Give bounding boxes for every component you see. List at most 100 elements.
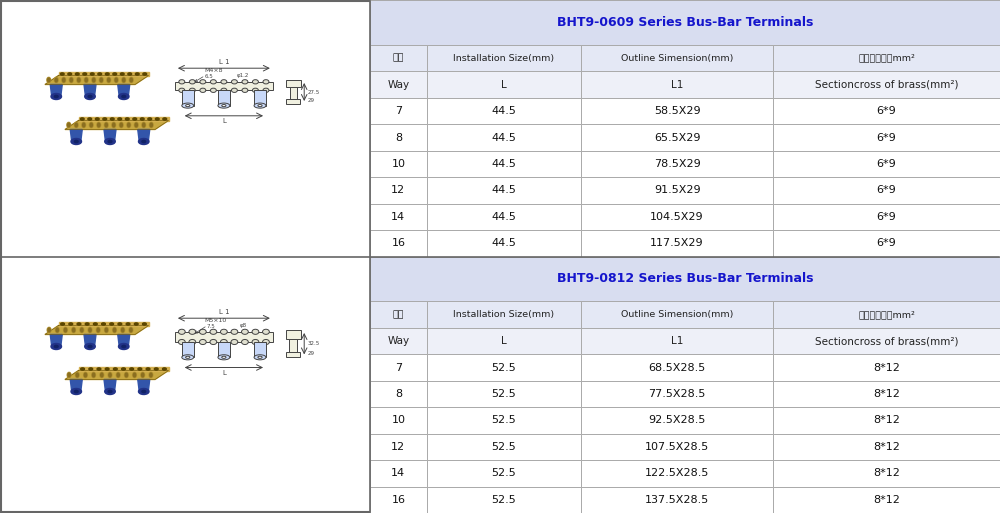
Text: 32.5: 32.5: [308, 341, 320, 346]
Text: 8*12: 8*12: [873, 468, 900, 478]
Ellipse shape: [81, 328, 83, 332]
Bar: [370, 124, 427, 151]
Bar: [773, 381, 1000, 407]
Text: Sectioncross of brass(mm²): Sectioncross of brass(mm²): [815, 80, 958, 90]
Ellipse shape: [122, 328, 124, 332]
Polygon shape: [50, 334, 62, 346]
Polygon shape: [70, 380, 82, 391]
Ellipse shape: [113, 327, 116, 332]
Ellipse shape: [84, 77, 88, 83]
Bar: [773, 151, 1000, 177]
Text: 6*9: 6*9: [877, 159, 896, 169]
Ellipse shape: [64, 328, 67, 332]
Ellipse shape: [68, 73, 72, 75]
Ellipse shape: [99, 77, 103, 83]
Ellipse shape: [107, 77, 111, 83]
Text: 8: 8: [395, 132, 402, 143]
Ellipse shape: [138, 139, 149, 145]
Bar: [427, 486, 581, 513]
Ellipse shape: [75, 123, 77, 127]
Text: 52.5: 52.5: [492, 363, 516, 372]
Ellipse shape: [178, 329, 185, 334]
Bar: [427, 328, 581, 354]
Polygon shape: [138, 129, 150, 142]
Ellipse shape: [84, 372, 87, 378]
Ellipse shape: [146, 368, 150, 370]
Ellipse shape: [218, 355, 230, 360]
Ellipse shape: [222, 105, 226, 107]
Ellipse shape: [200, 80, 206, 84]
Ellipse shape: [95, 118, 99, 120]
Text: 12: 12: [391, 185, 405, 195]
Ellipse shape: [119, 123, 123, 128]
Bar: [427, 433, 581, 460]
Ellipse shape: [134, 323, 138, 325]
Ellipse shape: [221, 80, 227, 84]
Ellipse shape: [108, 390, 112, 392]
Text: BHT9-0812 Series Bus-Bar Terminals: BHT9-0812 Series Bus-Bar Terminals: [557, 272, 813, 285]
Ellipse shape: [72, 327, 76, 332]
Bar: [286, 80, 301, 87]
Ellipse shape: [189, 88, 195, 92]
Ellipse shape: [142, 373, 144, 377]
Text: 58.5X29: 58.5X29: [654, 106, 700, 116]
Bar: [427, 302, 581, 328]
Ellipse shape: [56, 328, 58, 332]
Ellipse shape: [142, 141, 146, 143]
Text: 10: 10: [391, 159, 405, 169]
Polygon shape: [118, 334, 130, 346]
Ellipse shape: [51, 93, 62, 100]
Ellipse shape: [231, 329, 238, 334]
Ellipse shape: [134, 123, 138, 128]
Bar: [175, 82, 273, 90]
Ellipse shape: [55, 327, 59, 332]
Text: BHT9-0609 Series Bus-Bar Terminals: BHT9-0609 Series Bus-Bar Terminals: [557, 16, 813, 29]
Ellipse shape: [98, 123, 100, 127]
Ellipse shape: [150, 123, 152, 127]
Text: 91.5X29: 91.5X29: [654, 185, 700, 195]
Ellipse shape: [120, 73, 124, 75]
Ellipse shape: [242, 88, 248, 92]
Ellipse shape: [112, 123, 116, 128]
Text: 29: 29: [308, 98, 315, 103]
Ellipse shape: [47, 327, 51, 332]
Bar: [427, 177, 581, 204]
Bar: [427, 204, 581, 230]
Ellipse shape: [54, 95, 58, 97]
Text: L: L: [501, 336, 507, 346]
Ellipse shape: [90, 73, 94, 75]
Bar: [218, 342, 230, 357]
Bar: [370, 328, 427, 354]
Ellipse shape: [83, 123, 85, 127]
Ellipse shape: [61, 323, 64, 325]
Text: 104.5X29: 104.5X29: [650, 212, 704, 222]
Bar: [370, 151, 427, 177]
Ellipse shape: [63, 78, 65, 82]
Bar: [581, 381, 773, 407]
Bar: [182, 90, 194, 106]
Bar: [286, 330, 301, 339]
Ellipse shape: [89, 328, 91, 332]
Ellipse shape: [258, 105, 262, 107]
Text: 44.5: 44.5: [491, 159, 516, 169]
Bar: [427, 124, 581, 151]
Ellipse shape: [218, 103, 230, 108]
Text: 10: 10: [391, 416, 405, 425]
Ellipse shape: [90, 123, 92, 127]
Text: 7: 7: [395, 106, 402, 116]
Ellipse shape: [121, 327, 125, 332]
Ellipse shape: [104, 123, 108, 128]
Bar: [254, 342, 266, 357]
Polygon shape: [78, 367, 168, 370]
Ellipse shape: [222, 356, 226, 359]
Ellipse shape: [254, 103, 266, 108]
Text: Outline Simension(mm): Outline Simension(mm): [621, 310, 733, 319]
Text: 52.5: 52.5: [492, 468, 516, 478]
Ellipse shape: [130, 328, 132, 332]
Ellipse shape: [88, 118, 92, 120]
Ellipse shape: [221, 88, 227, 92]
Bar: [773, 204, 1000, 230]
Ellipse shape: [186, 356, 190, 359]
Text: φ1.2: φ1.2: [237, 73, 249, 77]
Ellipse shape: [89, 123, 93, 128]
